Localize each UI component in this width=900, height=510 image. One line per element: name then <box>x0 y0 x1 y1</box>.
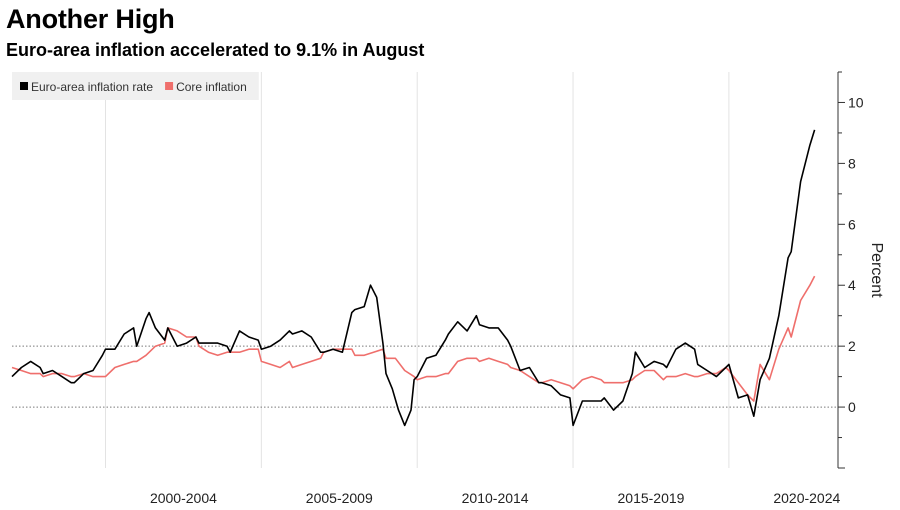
y-tick-label-10: 10 <box>848 94 864 110</box>
chart-title: Another High <box>6 4 175 34</box>
x-period-label-2015-2019: 2015-2019 <box>618 490 685 506</box>
x-period-label-2000-2004: 2000-2004 <box>150 490 217 506</box>
x-period-label-2010-2014: 2010-2014 <box>462 490 529 506</box>
x-period-label-2005-2009: 2005-2009 <box>306 490 373 506</box>
y-tick-label-4: 4 <box>848 277 856 293</box>
series-line-euro-area-inflation-rate <box>11 129 816 427</box>
chart-subtitle: Euro-area inflation accelerated to 9.1% … <box>6 40 425 60</box>
legend-label-euro-area-inflation-rate: Euro-area inflation rate <box>31 80 153 94</box>
legend-swatch-core-inflation <box>165 82 174 90</box>
x-period-label-2020-2024: 2020-2024 <box>773 490 840 506</box>
y-tick-label-8: 8 <box>848 155 856 171</box>
legend-swatch-euro-area-inflation-rate <box>20 82 28 90</box>
y-axis-label: Percent <box>868 242 885 298</box>
legend-label-core-inflation: Core inflation <box>176 80 247 94</box>
y-tick-label-6: 6 <box>848 216 856 232</box>
y-tick-label-0: 0 <box>848 399 856 415</box>
y-tick-label-2: 2 <box>848 338 856 354</box>
legend-box <box>12 72 259 100</box>
